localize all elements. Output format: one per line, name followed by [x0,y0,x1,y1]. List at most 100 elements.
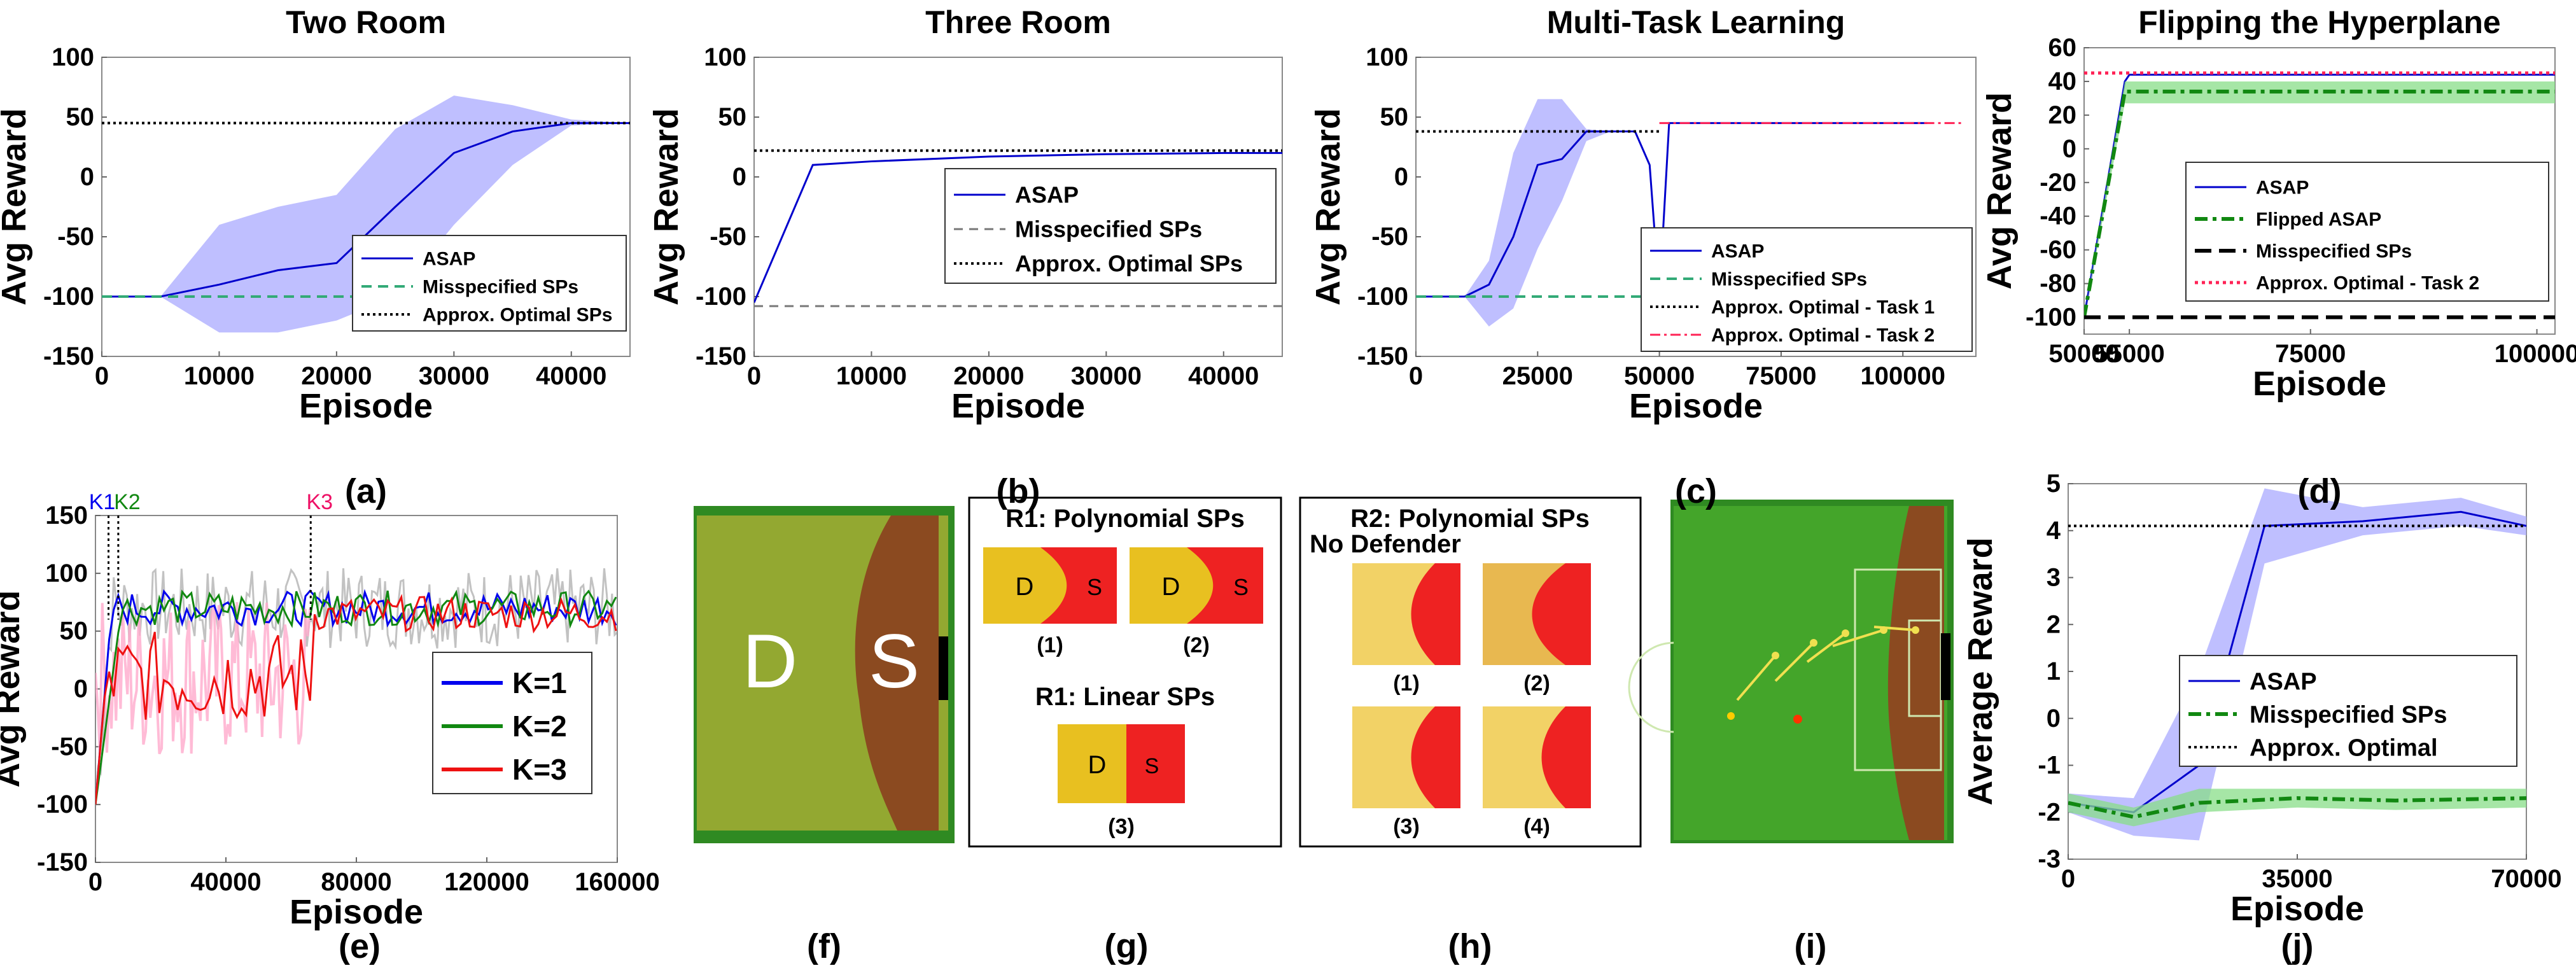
y-tick-label: -50 [1371,223,1408,251]
y-tick-label: -100 [37,790,88,818]
y-tick-label: 1 [2047,657,2061,685]
panel-letter: (f) [807,927,841,965]
legend-entry: ASAP [2250,668,2317,695]
cell-caption: (1) [1393,671,1420,696]
domain-s-label: S [1087,574,1102,600]
x-tick-label: 10000 [836,362,907,390]
y-tick-label: -2 [2038,798,2061,826]
domain-d-label: D [1016,573,1034,601]
domain-d-label: D [1162,573,1180,601]
y-tick-label: -50 [710,223,746,251]
legend-entry: Misspecified SPs [2250,701,2447,728]
x-tick-label: 80000 [321,868,391,896]
x-tick-label: 10000 [184,362,255,390]
pass-arrowhead [1810,639,1817,647]
player-icon [1727,712,1735,720]
legend-entry: Misspecified SPs [1711,269,1867,290]
y-axis-label: Average Reward [1961,537,1999,805]
y-tick-label: -150 [1357,342,1408,370]
y-tick-label: 0 [2047,705,2061,733]
chart-title: Two Room [286,4,446,40]
chart-a: Two Room 0 10000 20000 30000 40000 -150 -100 -50… [0,4,630,425]
chart-title: Three Room [925,4,1111,40]
x-tick-label: 75000 [1746,362,1816,390]
y-tick-label: -60 [2040,236,2076,264]
goal-icon [939,636,948,700]
y-tick-label: 100 [1366,43,1408,71]
x-tick-label: 40000 [190,868,261,896]
legend: ASAPFlipped ASAPMisspecified SPsApprox. … [2186,162,2549,301]
y-tick-label: 3 [2047,564,2061,592]
x-axis-label: Episode [2230,890,2364,928]
player-icon [1793,715,1802,724]
panel-letter: (a) [345,472,387,510]
pass-arrowhead [1842,629,1849,637]
legend: ASAP Misspecified SPs Approx. Optimal - Ta… [1641,228,1972,351]
domain-d-label: D [1088,751,1107,779]
y-tick-label: 0 [1394,163,1408,191]
y-tick-label: 0 [74,675,88,703]
x-axis-label: Episode [951,387,1085,425]
x-tick-label: 50000 [1624,362,1695,390]
chart-b: Three Room 0 10000 20000 30000 40000 -150 -100 -… [647,4,1282,425]
legend-entry: K=2 [512,710,567,743]
y-tick-label: 60 [2048,34,2077,62]
x-tick-label: 100000 [1860,362,1945,390]
chart-j: 0 35000 70000-3-2-1012345EpisodeAverage Re… [1961,470,2562,928]
legend-entry: Approx. Optimal [2250,734,2438,761]
y-tick-label: 5 [2047,470,2061,498]
x-tick-label: 0 [747,362,761,390]
cell-caption: (4) [1523,815,1550,839]
x-tick-label: 0 [2061,865,2075,893]
y-tick-label: -100 [1357,283,1408,311]
panel-i-field [1629,500,1954,843]
x-axis-label: Episode [290,893,423,931]
panel-letter: (c) [1675,472,1717,510]
x-axis-label: Episode [1629,387,1763,425]
y-axis-label: Avg Reward [647,108,685,305]
chart-c: Multi-Task Learning 0 25000 50000 75000 10000… [1309,4,1976,425]
panel-letter: (b) [997,472,1040,510]
chart-title: Multi-Task Learning [1547,4,1845,40]
y-tick-label: -20 [2040,169,2076,197]
y-tick-label: 50 [718,103,747,131]
legend-entry: Misspecified SPs [423,277,578,298]
x-tick-label: 40000 [1188,362,1259,390]
figure: Two Room0 10000 20000 30000 40000-150-100-50… [0,0,2576,975]
legend-entry: Flipped ASAP [2256,209,2381,230]
x-tick-label: 70000 [2491,865,2561,893]
cell-caption: (3) [1108,815,1135,839]
pass-arrowhead [1912,626,1919,634]
panel-letter: (j) [2281,927,2314,965]
y-tick-label: -50 [51,733,88,761]
panel-letter: (e) [339,927,381,965]
legend-entry: ASAP [1015,182,1079,208]
legend-entry: Approx. Optimal - Task 2 [1711,325,1935,346]
legend-entry: ASAP [423,249,475,270]
marker-label: K3 [306,490,333,514]
panel-letter: (h) [1448,927,1492,965]
y-tick-label: 0 [732,163,746,191]
domain-label-d: D [743,619,798,704]
legend-entry: ASAP [1711,241,1764,262]
x-tick-label: 20000 [953,362,1024,390]
x-tick-label: 0 [95,362,109,390]
marker-label: K1 [89,490,116,514]
y-tick-label: 4 [2047,517,2061,545]
y-tick-label: 20 [2048,101,2077,129]
x-tick-label: 0 [88,868,102,896]
panel-g: R1: Polynomial SPs D S (1) D S (2) R1: Linear S… [969,498,1281,846]
legend-entry: K=1 [512,666,567,699]
domain-s-label: S [1145,754,1159,778]
panel-g-title-poly: R1: Polynomial SPs [1005,505,1245,533]
legend-entry: Misspecified SPs [1015,216,1202,242]
x-tick-label: 25000 [1502,362,1573,390]
x-tick-label: 35000 [2262,865,2332,893]
y-tick-label: 100 [704,43,746,71]
panel-letter: (d) [2298,472,2342,510]
y-axis-label: Avg Reward [1309,108,1347,305]
legend-entry: Misspecified SPs [2256,241,2412,262]
chart-e: 0 40000 80000 120000 160000-150-100-50050100… [0,490,660,931]
